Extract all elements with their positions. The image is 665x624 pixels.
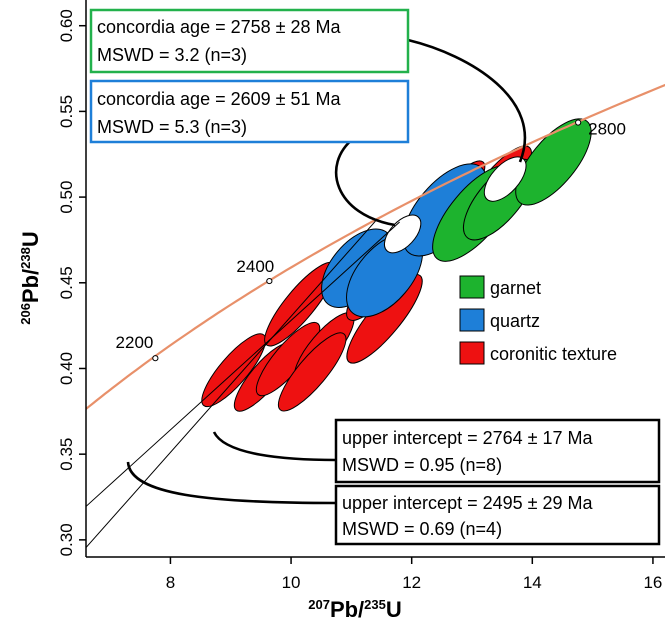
y-tick-label: 0.40 [57,352,76,385]
concordia-age-label: 2200 [116,333,154,352]
concordia-marker [152,355,159,362]
ellipse-garnet [515,118,592,206]
svg-text:upper intercept = 2495 ± 29 Ma: upper intercept = 2495 ± 29 Ma [342,493,594,513]
y-tick-label: 0.45 [57,266,76,299]
x-axis-label: 207Pb/235U [308,597,402,622]
x-tick-label: 16 [643,573,662,592]
concordia-age-label: 2400 [236,257,274,276]
annotation-concordia-quartz: concordia age = 2609 ± 51 Ma MSWD = 5.3 … [89,79,410,144]
leader-green [407,38,527,163]
y-tick-label: 0.50 [57,181,76,214]
x-tick-label: 8 [166,573,175,592]
y-tick-label: 0.30 [57,523,76,556]
legend: garnet quartz coronitic texture [459,275,617,365]
svg-text:MSWD = 5.3 (n=3): MSWD = 5.3 (n=3) [97,117,247,137]
annotation-upper-intercept-1: upper intercept = 2764 ± 17 Ma MSWD = 0.… [334,418,661,484]
axes-frame [85,0,665,558]
svg-text:quartz: quartz [490,311,540,331]
discordia-line [85,221,400,507]
svg-text:upper intercept = 2764 ± 17 Ma: upper intercept = 2764 ± 17 Ma [342,428,594,448]
annotation-upper-intercept-2: upper intercept = 2495 ± 29 Ma MSWD = 0.… [334,484,661,546]
legend-item-quartz: quartz [459,308,540,332]
concordia-markers: 2200 2400 2800 [116,119,626,362]
x-tick-label: 12 [402,573,421,592]
svg-text:garnet: garnet [490,278,541,298]
legend-item-garnet: garnet [459,275,541,299]
ellipse-concordia-age [483,156,527,202]
y-ticks: 0.30 0.35 0.40 0.45 0.50 0.55 0.60 [57,9,86,556]
y-tick-label: 0.60 [57,9,76,42]
concordia-marker [266,277,273,285]
concordia-age-label: 2800 [588,120,626,139]
leader-upper-1 [212,431,337,462]
concordia-marker [575,119,582,126]
y-axis-label: 206Pb/238U [18,231,43,325]
svg-text:concordia age = 2758 ± 28 Ma: concordia age = 2758 ± 28 Ma [97,17,342,37]
svg-text:MSWD = 3.2 (n=3): MSWD = 3.2 (n=3) [97,45,247,65]
x-tick-label: 10 [282,573,301,592]
ellipse-coronitic [201,333,267,408]
x-ticks: 8 10 12 14 16 [166,557,662,592]
ellipse-layer [201,118,592,412]
y-tick-label: 0.35 [57,438,76,471]
svg-text:concordia age = 2609 ± 51 Ma: concordia age = 2609 ± 51 Ma [97,89,342,109]
ellipse-coronitic [277,332,347,412]
svg-text:MSWD = 0.95 (n=8): MSWD = 0.95 (n=8) [342,455,502,475]
concordia-curve [86,83,665,411]
x-tick-label: 14 [523,573,542,592]
svg-text:coronitic texture: coronitic texture [490,344,617,364]
leader-lines [126,38,527,505]
leader-blue [334,136,396,227]
leader-upper-2 [126,461,337,505]
legend-item-coronitic-texture: coronitic texture [459,341,617,365]
svg-text:MSWD = 0.69 (n=4): MSWD = 0.69 (n=4) [342,519,502,539]
discordia-layer [85,220,400,548]
y-tick-label: 0.55 [57,95,76,128]
discordia-line [85,220,376,548]
annotation-concordia-garnet: concordia age = 2758 ± 28 Ma MSWD = 3.2 … [89,8,410,74]
